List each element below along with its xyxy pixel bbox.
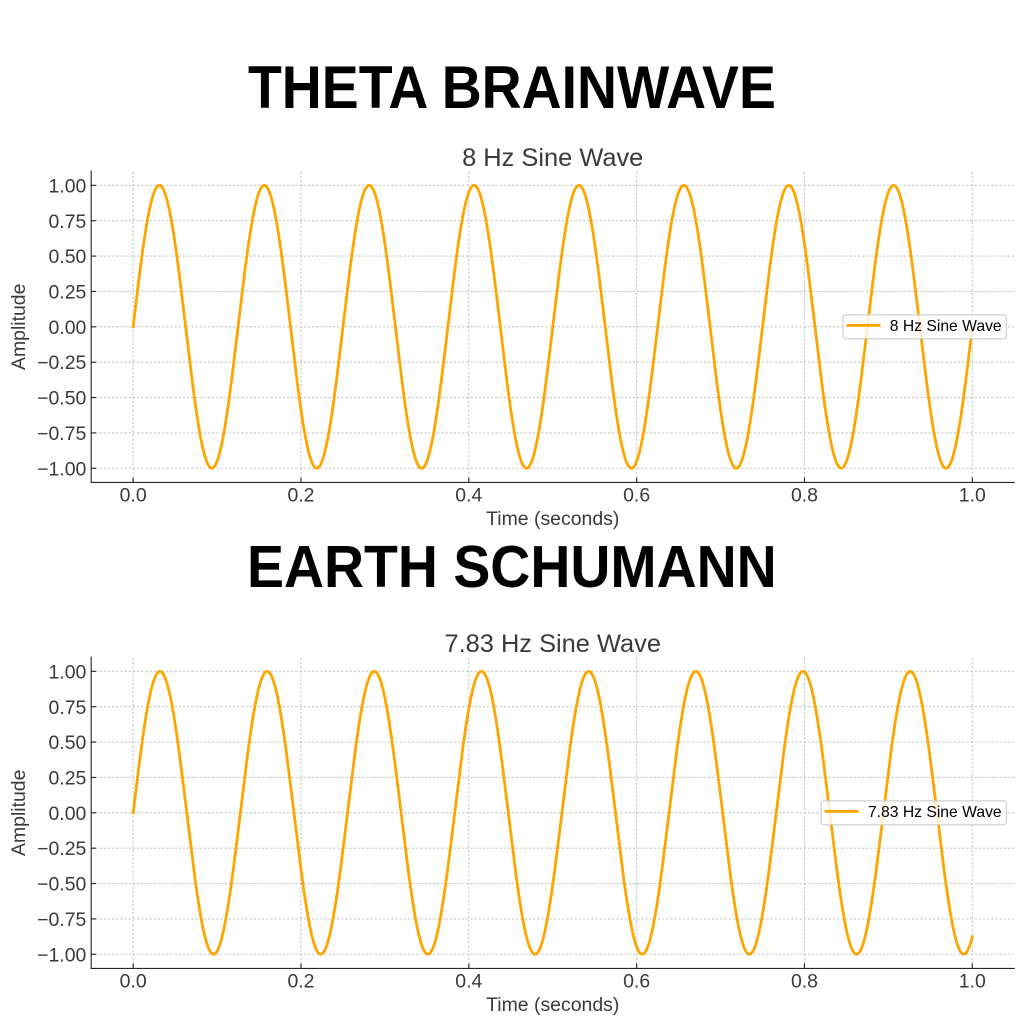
svg-text:0.50: 0.50: [48, 732, 86, 754]
svg-text:Time (seconds): Time (seconds): [486, 994, 619, 1016]
svg-text:0.8: 0.8: [791, 484, 818, 506]
svg-text:0.75: 0.75: [48, 211, 86, 233]
svg-text:−0.50: −0.50: [37, 388, 86, 410]
svg-text:1.00: 1.00: [48, 175, 86, 197]
svg-text:0.2: 0.2: [287, 484, 314, 506]
svg-text:8 Hz Sine Wave: 8 Hz Sine Wave: [890, 318, 1002, 335]
svg-text:0.8: 0.8: [791, 970, 818, 992]
svg-text:−0.25: −0.25: [37, 352, 86, 374]
svg-text:−0.25: −0.25: [37, 838, 86, 860]
svg-text:7.83 Hz Sine Wave: 7.83 Hz Sine Wave: [868, 804, 1002, 821]
svg-text:Time (seconds): Time (seconds): [486, 508, 619, 530]
svg-text:0.0: 0.0: [120, 970, 147, 992]
svg-text:−1.00: −1.00: [37, 944, 86, 966]
svg-text:−0.75: −0.75: [37, 909, 86, 931]
svg-text:8 Hz Sine Wave: 8 Hz Sine Wave: [462, 144, 643, 172]
svg-text:0.25: 0.25: [48, 281, 86, 303]
svg-text:0.75: 0.75: [48, 697, 86, 719]
svg-text:7.83 Hz Sine Wave: 7.83 Hz Sine Wave: [444, 630, 661, 658]
svg-text:Amplitude: Amplitude: [8, 284, 30, 370]
svg-text:0.00: 0.00: [48, 317, 86, 339]
svg-text:−1.00: −1.00: [37, 458, 86, 480]
svg-text:0.2: 0.2: [287, 970, 314, 992]
svg-text:0.6: 0.6: [623, 484, 650, 506]
svg-text:1.0: 1.0: [959, 484, 986, 506]
svg-text:Amplitude: Amplitude: [8, 770, 30, 856]
svg-text:0.6: 0.6: [623, 970, 650, 992]
svg-text:1.0: 1.0: [959, 970, 986, 992]
svg-text:0.4: 0.4: [455, 484, 482, 506]
svg-text:0.0: 0.0: [120, 484, 147, 506]
svg-text:−0.75: −0.75: [37, 423, 86, 445]
svg-text:0.4: 0.4: [455, 970, 482, 992]
svg-text:1.00: 1.00: [48, 661, 86, 683]
svg-text:0.00: 0.00: [48, 803, 86, 825]
svg-text:0.50: 0.50: [48, 246, 86, 268]
svg-text:0.25: 0.25: [48, 767, 86, 789]
svg-text:−0.50: −0.50: [37, 874, 86, 896]
